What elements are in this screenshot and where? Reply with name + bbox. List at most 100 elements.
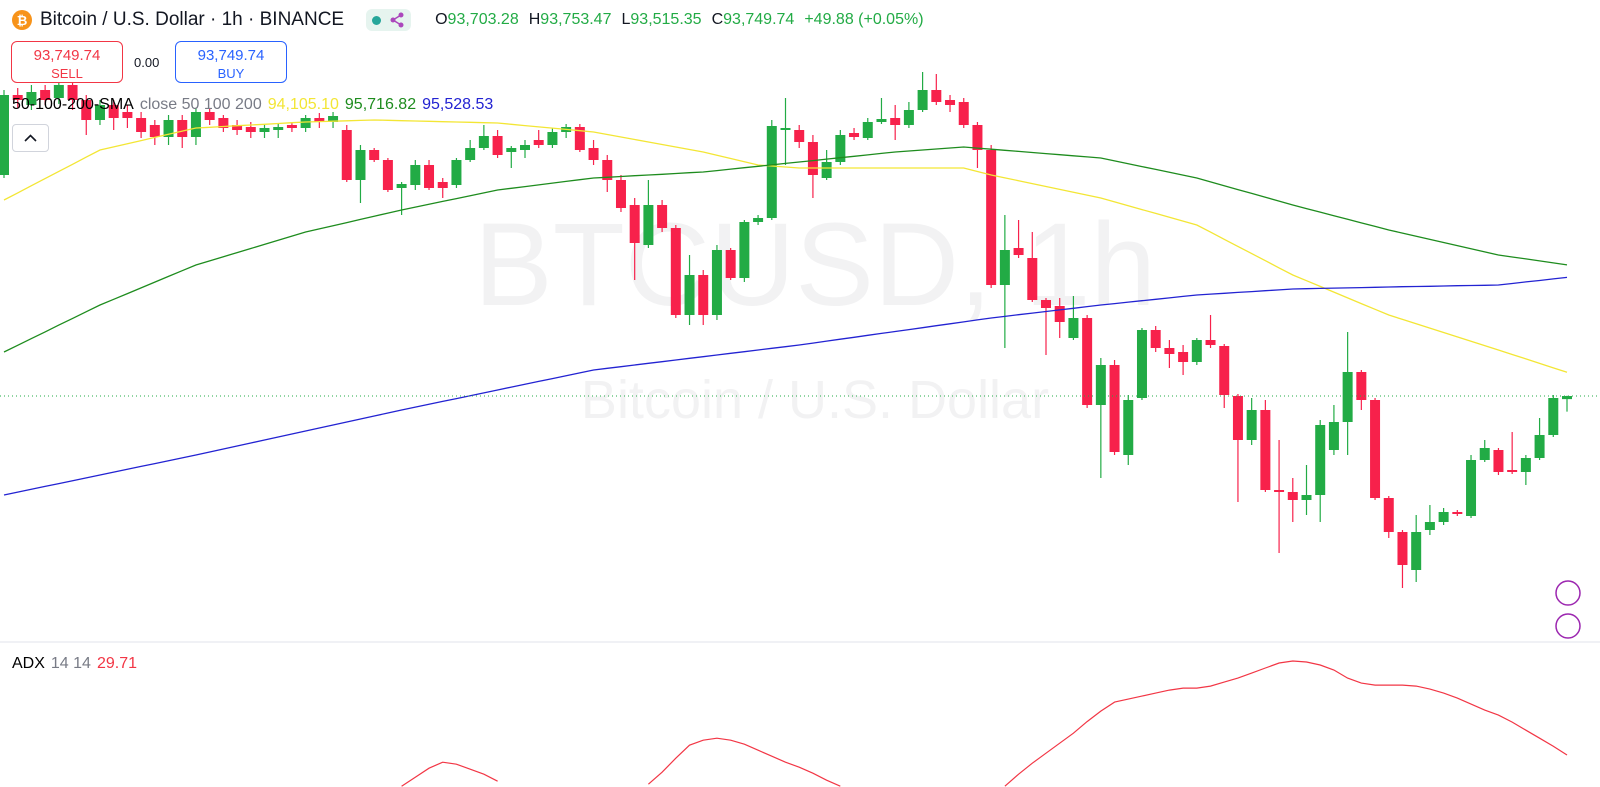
candle-body: [1342, 372, 1353, 422]
candle-body: [1287, 492, 1298, 500]
candle-body: [890, 118, 901, 125]
symbol-title[interactable]: Bitcoin / U.S. Dollar · 1h · BINANCE: [40, 9, 345, 30]
adx-line: [401, 660, 1568, 787]
quote-value: 93,703.28: [447, 11, 519, 28]
candle-body: [26, 92, 37, 105]
candle-body: [1534, 435, 1545, 458]
candle-body: [533, 140, 544, 145]
sma-value: 95,528.53: [422, 96, 494, 113]
quote-item: L93,515.35: [621, 11, 701, 29]
candle-body: [1013, 248, 1024, 255]
candle-body: [1164, 348, 1175, 354]
candle-body: [999, 250, 1010, 285]
candle-body: [780, 128, 791, 130]
candle-body: [94, 105, 105, 120]
candle-body: [424, 165, 435, 188]
candle-body: [259, 128, 270, 132]
sma-line: [3, 119, 1568, 373]
candle-body: [1232, 396, 1243, 440]
candle-body: [766, 126, 777, 218]
candle-body: [1424, 522, 1435, 530]
quote-key: C: [711, 11, 724, 28]
header: ₿ Bitcoin / U.S. Dollar · 1h · BINANCE O…: [12, 8, 924, 32]
candle-body: [328, 116, 339, 122]
candle-body: [465, 148, 476, 160]
collapse-button[interactable]: [12, 124, 49, 152]
candle-body: [1438, 512, 1449, 522]
quote-key: H: [528, 11, 541, 28]
side-icon[interactable]: [1555, 613, 1581, 639]
buy-button[interactable]: 93,749.74 BUY: [175, 41, 287, 83]
candle-body: [849, 133, 860, 137]
sell-button[interactable]: 93,749.74 SELL: [11, 41, 123, 83]
candle-body: [232, 125, 243, 130]
candle-body: [218, 118, 229, 128]
candle-body: [1191, 340, 1202, 362]
candle-body: [1274, 490, 1285, 492]
candle-body: [945, 100, 956, 105]
candle-body: [588, 148, 599, 160]
candle-body: [739, 222, 750, 278]
candle-body: [382, 160, 393, 190]
candle-body: [437, 182, 448, 188]
candles: [0, 72, 1572, 588]
quote-key: O: [435, 11, 448, 28]
candle-body: [821, 162, 832, 178]
adx-value: 29.71: [96, 655, 137, 672]
candle-body: [1246, 410, 1257, 440]
candle-body: [1328, 422, 1339, 450]
candle-body: [12, 95, 23, 100]
candle-body: [643, 205, 654, 245]
share-icon: [390, 12, 404, 28]
candle-body: [711, 250, 722, 315]
sma-line: [3, 146, 1568, 353]
candle-body: [410, 165, 421, 185]
candle-body: [753, 218, 764, 222]
candle-body: [40, 90, 51, 100]
quote-change: +49.88 (+0.05%): [804, 11, 924, 28]
candle-body: [273, 127, 284, 130]
candle-body: [1027, 258, 1038, 300]
candle-body: [245, 127, 256, 132]
candle-body: [286, 125, 297, 128]
candle-body: [629, 205, 640, 243]
candle-body: [478, 136, 489, 148]
candle-body: [1205, 340, 1216, 345]
candle-body: [163, 120, 174, 137]
candle-body: [698, 275, 709, 315]
indicator-legend: 50-100-200-SMA close 50 100 200 94,105.1…: [12, 96, 493, 114]
candle-body: [876, 119, 887, 122]
candle-body: [314, 118, 325, 122]
candle-body: [958, 102, 969, 125]
quote-item: H93,753.47: [529, 11, 612, 29]
side-icon[interactable]: [1555, 580, 1581, 606]
status-pill[interactable]: [366, 9, 412, 31]
buy-price: 93,749.74: [197, 47, 265, 64]
candle-body: [917, 90, 928, 110]
candle-body: [81, 100, 92, 120]
caret-icon: [24, 134, 37, 142]
candle-body: [862, 122, 873, 138]
spread: 0.00: [134, 55, 160, 70]
candle-body: [520, 145, 530, 150]
candle-body: [177, 120, 188, 137]
quote-item: O93,703.28: [435, 11, 519, 29]
candle-body: [204, 112, 215, 120]
quote-value: 93,753.47: [540, 11, 612, 28]
candle-body: [190, 112, 201, 137]
candle-body: [725, 250, 736, 278]
candle-body: [903, 110, 914, 125]
candle-body: [807, 142, 818, 175]
sma-value: 94,105.10: [267, 96, 339, 113]
candle-body: [1315, 425, 1326, 495]
adx-title[interactable]: ADX: [12, 655, 45, 672]
candle-body: [1082, 318, 1093, 405]
candle-body: [1150, 330, 1161, 348]
quote-key: L: [621, 11, 631, 28]
watermark-symbol: BTCUSD, 1h: [474, 199, 1156, 331]
candle-body: [53, 85, 64, 98]
indicator-title[interactable]: 50-100-200-SMA: [12, 96, 134, 113]
candle-body: [108, 105, 119, 118]
candle-body: [670, 228, 681, 315]
